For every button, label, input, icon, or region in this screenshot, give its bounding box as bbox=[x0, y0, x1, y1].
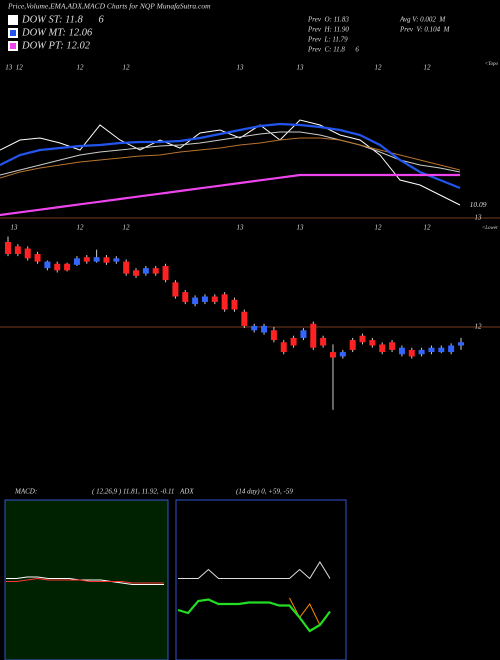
stat: Prev O: 11.83 bbox=[307, 16, 349, 24]
panel-title: MACD: bbox=[14, 488, 37, 496]
series-line bbox=[289, 597, 321, 626]
candle-body bbox=[241, 311, 248, 326]
y-tick-label: 12 bbox=[475, 323, 483, 331]
candle-body bbox=[231, 299, 238, 310]
x-label: 13 bbox=[297, 224, 305, 232]
candle-body bbox=[261, 325, 268, 333]
legend-swatch bbox=[10, 43, 16, 49]
candle-body bbox=[73, 258, 80, 265]
candle-body bbox=[5, 241, 11, 254]
candle-body bbox=[152, 268, 159, 274]
candle-body bbox=[408, 349, 415, 357]
candle-body bbox=[123, 261, 130, 274]
candle-body bbox=[211, 296, 218, 302]
candle-body bbox=[389, 342, 396, 350]
candle-body bbox=[270, 330, 277, 341]
candle-body bbox=[103, 257, 110, 263]
candle-body bbox=[113, 258, 120, 262]
series-line bbox=[178, 561, 331, 580]
candle-body bbox=[192, 297, 199, 305]
candle-body bbox=[310, 323, 317, 348]
candle-body bbox=[221, 294, 228, 310]
series-line bbox=[0, 137, 461, 179]
candle-body bbox=[369, 340, 376, 346]
series-line bbox=[0, 122, 461, 190]
stat: Avg V: 0.002 M bbox=[399, 16, 446, 24]
y-tick-label: 13 bbox=[475, 214, 483, 222]
candle-body bbox=[251, 325, 258, 331]
candle-body bbox=[359, 335, 366, 343]
candle-body bbox=[320, 337, 327, 346]
x-label: 13 bbox=[297, 64, 305, 72]
candle-body bbox=[54, 263, 61, 271]
candle-body bbox=[458, 342, 464, 346]
x-label: 12 bbox=[424, 64, 432, 72]
panel-subtitle: ( 12,26,9 ) 11.81, 11.92, -0.11 bbox=[92, 488, 174, 496]
x-label: 12 bbox=[77, 64, 85, 72]
panel-title: ADX bbox=[179, 488, 194, 496]
corner-label: <Topo bbox=[485, 62, 499, 67]
x-label: 12 bbox=[424, 224, 432, 232]
stat: Prev H: 11.90 bbox=[307, 26, 349, 34]
panel-subtitle: (14 day) 0, +59, -59 bbox=[236, 488, 293, 496]
stat: Prev C: 11.8 6 bbox=[307, 46, 359, 54]
candle-body bbox=[349, 340, 356, 350]
legend-swatch bbox=[10, 30, 16, 36]
candle-body bbox=[418, 349, 425, 355]
x-label: 12 bbox=[77, 224, 85, 232]
legend-label: DOW PT: 12.02 bbox=[21, 40, 91, 51]
page-title: Price,Volume,EMA,ADX,MACD Charts for NQP… bbox=[7, 2, 211, 11]
x-label: 12 bbox=[375, 224, 383, 232]
legend-label: DOW MT: 12.06 bbox=[21, 27, 93, 38]
candle-body bbox=[14, 246, 21, 254]
candle-body bbox=[142, 268, 149, 274]
stat: Prev L: 11.79 bbox=[307, 36, 348, 44]
x-label: 13 bbox=[237, 64, 245, 72]
candle-body bbox=[290, 337, 297, 346]
x-label: 12 bbox=[123, 64, 131, 72]
series-line bbox=[6, 577, 164, 584]
series-line bbox=[177, 598, 331, 633]
candle-body bbox=[398, 347, 405, 355]
candle-body bbox=[44, 261, 51, 269]
legend-label: DOW ST: 11.8 6 bbox=[21, 14, 105, 25]
candle-body bbox=[339, 352, 346, 357]
candle-body bbox=[300, 330, 307, 338]
series-line bbox=[0, 173, 460, 217]
candle-body bbox=[438, 347, 445, 353]
x-label: 12 bbox=[375, 64, 383, 72]
candle-body bbox=[448, 345, 455, 353]
candle-body bbox=[379, 344, 386, 353]
series-line bbox=[0, 119, 461, 206]
candle-body bbox=[329, 352, 336, 358]
candle-body bbox=[162, 265, 169, 281]
candle-body bbox=[182, 292, 189, 302]
candle-body bbox=[83, 257, 90, 262]
candle-body bbox=[428, 347, 435, 353]
corner-label: <Lower bbox=[482, 226, 498, 231]
y-tick-label: 10.09 bbox=[470, 200, 487, 209]
x-label: 13 bbox=[11, 224, 19, 232]
legend-swatch bbox=[10, 17, 16, 23]
candle-body bbox=[34, 253, 41, 262]
x-label: 12 bbox=[123, 224, 131, 232]
candle-body bbox=[172, 282, 179, 297]
candle-body bbox=[24, 248, 31, 259]
series-line bbox=[0, 131, 461, 176]
candle-body bbox=[280, 342, 287, 353]
adx-panel bbox=[175, 499, 347, 660]
x-label: 13 bbox=[237, 224, 245, 232]
candle-body bbox=[201, 296, 208, 302]
stat: Prev V: 0.104 M bbox=[399, 26, 451, 34]
candle-body bbox=[93, 257, 100, 262]
candle-body bbox=[133, 270, 140, 276]
x-label: 13 12 bbox=[5, 64, 23, 72]
series-line bbox=[6, 576, 164, 585]
candle-body bbox=[64, 263, 71, 271]
